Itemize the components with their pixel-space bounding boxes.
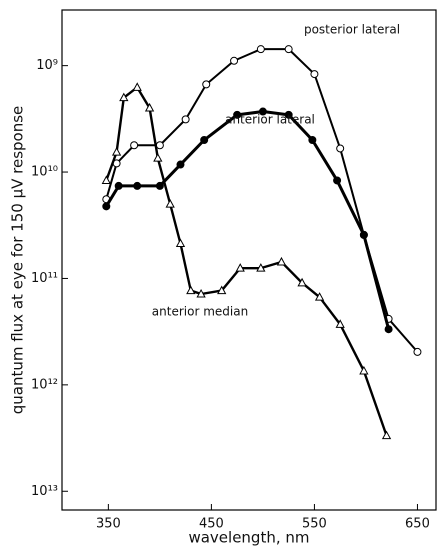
- marker: [333, 176, 342, 185]
- series-label: anterior median: [152, 305, 248, 319]
- marker: [130, 141, 139, 150]
- x-tick-label: 350: [96, 517, 121, 532]
- y-tick-label: 10¹³: [31, 484, 58, 499]
- y-tick-label: 10¹¹: [31, 271, 58, 286]
- marker: [381, 430, 392, 440]
- marker: [132, 82, 142, 91]
- y-tick-label: 10⁹: [36, 58, 58, 73]
- marker: [153, 153, 163, 162]
- series-label: posterior lateral: [304, 23, 400, 37]
- marker: [133, 181, 142, 190]
- marker: [181, 115, 190, 124]
- series-line: [105, 110, 391, 330]
- plot-frame: [61, 9, 437, 511]
- marker: [276, 256, 287, 266]
- marker: [165, 199, 175, 208]
- marker: [284, 110, 293, 119]
- marker: [359, 230, 368, 239]
- marker: [155, 141, 164, 150]
- marker: [258, 107, 267, 116]
- marker: [111, 147, 122, 156]
- marker: [336, 144, 345, 153]
- marker: [235, 263, 245, 272]
- marker: [308, 136, 317, 145]
- marker: [119, 92, 129, 102]
- x-axis-label: wavelength, nm: [188, 529, 309, 546]
- marker: [256, 45, 265, 54]
- x-tick-label: 550: [302, 517, 327, 532]
- marker: [155, 181, 164, 190]
- x-tick-label: 450: [199, 517, 224, 532]
- marker: [102, 202, 111, 211]
- marker: [314, 292, 325, 301]
- marker: [175, 238, 186, 248]
- marker: [230, 56, 239, 65]
- marker: [297, 277, 307, 287]
- marker: [310, 70, 319, 79]
- marker: [196, 288, 206, 298]
- marker: [233, 110, 242, 119]
- marker: [284, 45, 293, 54]
- marker: [176, 160, 185, 169]
- y-tick-label: 10¹⁰: [31, 165, 58, 180]
- marker: [202, 80, 211, 89]
- marker: [256, 263, 266, 272]
- marker: [384, 325, 393, 334]
- marker: [217, 285, 227, 295]
- marker: [144, 102, 155, 112]
- series-label: anterior lateral: [225, 113, 315, 127]
- marker: [186, 285, 196, 295]
- series-line: [105, 48, 419, 353]
- y-axis-label: quantum flux at eye for 150 μV response: [9, 106, 27, 415]
- marker: [359, 365, 369, 375]
- marker: [413, 347, 422, 356]
- x-tick-label: 650: [405, 517, 430, 532]
- series-line: [105, 86, 388, 437]
- marker: [335, 319, 345, 328]
- marker: [200, 136, 209, 145]
- marker: [101, 175, 111, 184]
- marker: [114, 181, 123, 190]
- y-tick-label: 10¹²: [31, 377, 58, 392]
